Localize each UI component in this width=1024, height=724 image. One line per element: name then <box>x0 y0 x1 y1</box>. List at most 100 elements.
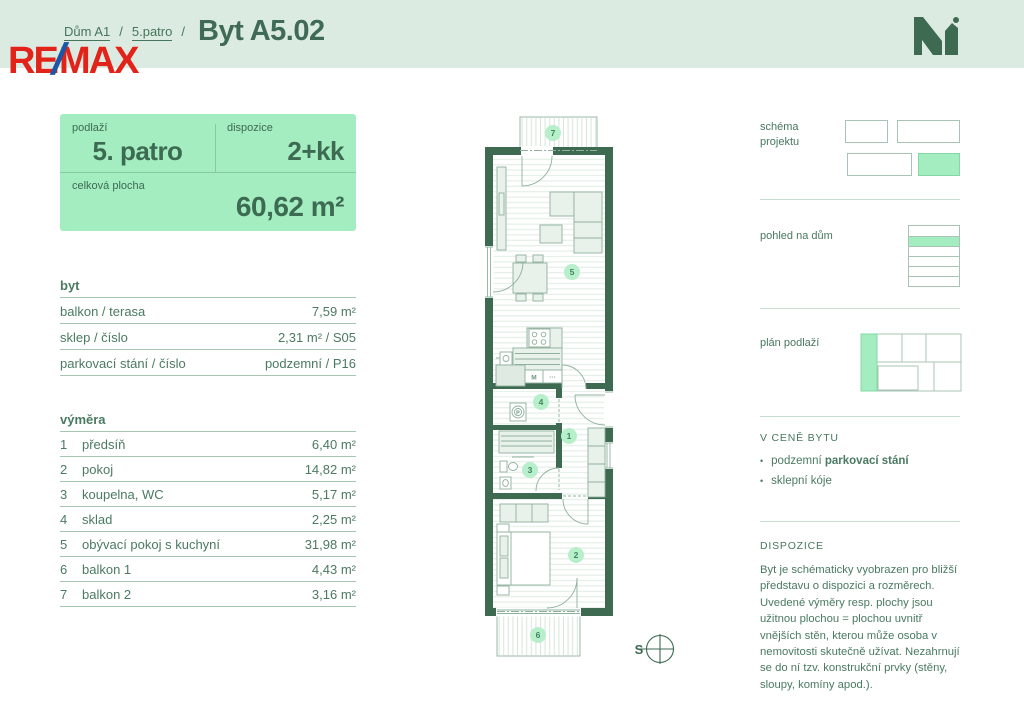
wall-openings <box>484 146 614 617</box>
floor-value: 5. patro <box>92 136 183 166</box>
washer-label: P <box>516 411 520 417</box>
row-number: 7 <box>60 587 68 602</box>
doors <box>492 150 606 612</box>
floor-plan: 7 5 4 1 3 2 6 P M ··· S <box>484 116 675 664</box>
included-item: • sklepní kóje <box>760 475 832 487</box>
remax-max: MAX <box>59 40 139 82</box>
row-label: předsíň <box>82 437 126 452</box>
logo-block <box>945 23 958 55</box>
dishwasher-label: M <box>531 375 536 382</box>
kitchen-cabinet <box>495 364 526 387</box>
coffee-table <box>539 224 563 244</box>
bathroom-sink <box>499 476 512 490</box>
schema-building-highlighted <box>918 153 960 176</box>
row-number: 5 <box>60 537 68 552</box>
row-label: parkovací stání / číslo <box>60 356 186 371</box>
remax-re: RE <box>8 40 59 82</box>
room-label-1: 1 <box>567 431 572 441</box>
row-number: 3 <box>60 487 68 502</box>
sidebar-divider <box>760 308 960 309</box>
key-plan-highlighted-unit <box>860 333 878 392</box>
row-value: 2,25 m² <box>311 512 356 527</box>
row-value: 31,98 m² <box>304 537 356 552</box>
breadcrumb-link-house[interactable]: Dům A1 <box>64 24 111 41</box>
elevation-floor <box>909 256 959 266</box>
stove <box>528 328 551 348</box>
table-row: 6 balkon 1 4,43 m² <box>60 557 356 582</box>
row-label: koupelna, WC <box>82 487 164 502</box>
balcony-door-opening <box>521 146 553 156</box>
chair <box>515 293 527 302</box>
included-title: V CENĚ BYTU <box>760 432 839 444</box>
entrance-door-swing <box>574 394 606 426</box>
logo-diagonal <box>914 17 942 55</box>
room-label-3: 3 <box>528 465 533 475</box>
chair <box>532 293 544 302</box>
table-row: 3 koupelna, WC 5,17 m² <box>60 482 356 507</box>
table-row: 4 sklad 2,25 m² <box>60 507 356 532</box>
bathroom-door-swing <box>535 467 560 492</box>
logo-bar <box>914 17 922 55</box>
hall-wardrobe <box>587 427 606 498</box>
compass: S <box>635 634 675 664</box>
disposition-note-title: DISPOZICE <box>760 540 824 552</box>
table-row: 5 obývací pokoj s kuchyní 31,98 m² <box>60 532 356 557</box>
schema-building-2 <box>897 120 960 143</box>
sofa <box>549 191 575 217</box>
building-elevation <box>908 225 960 287</box>
sidebar-divider <box>760 416 960 417</box>
bullet-icon: • <box>760 456 764 466</box>
card-horizontal-divider <box>60 172 356 173</box>
row-value: 5,17 m² <box>311 487 356 502</box>
table-row: sklep / číslo 2,31 m² / S05 <box>60 324 356 350</box>
window-left <box>484 246 494 298</box>
schema-building-3 <box>847 153 912 176</box>
hall-door-swing <box>561 364 587 390</box>
entrance-opening <box>604 391 614 428</box>
included-item: • podzemní parkovací stání <box>760 455 909 467</box>
breadcrumb-link-floor[interactable]: 5.patro <box>131 24 173 41</box>
included-item-text: podzemní parkovací stání <box>771 455 909 467</box>
row-label: balkon / terasa <box>60 304 146 319</box>
furniture <box>495 166 606 596</box>
nightstand <box>496 585 510 596</box>
elevation-floor <box>909 276 959 286</box>
kitchen-sink <box>499 351 513 366</box>
row-label: sklad <box>82 512 113 527</box>
tv-cabinet <box>496 166 507 251</box>
elevation-floor <box>909 246 959 256</box>
row-number: 4 <box>60 512 68 527</box>
row-value: 4,43 m² <box>311 562 356 577</box>
drawer-dots: ··· <box>549 374 556 381</box>
room-label-6: 6 <box>536 630 541 640</box>
card-vertical-divider <box>215 124 216 172</box>
area-table: výměra 1 předsíň 6,40 m² 2 pokoj 14,82 m… <box>60 406 356 607</box>
compass-north-label: S <box>635 642 644 657</box>
disposition-note-text: Byt je schématicky vyobrazen pro bližší … <box>760 564 960 691</box>
bullet-icon: • <box>760 476 764 486</box>
row-label: balkon 2 <box>82 587 132 602</box>
window-bottom <box>496 607 581 617</box>
table-row: 7 balkon 2 3,16 m² <box>60 582 356 607</box>
row-number: 2 <box>60 462 68 477</box>
floorplan-label: plán podlaží <box>760 337 820 349</box>
pillow <box>499 535 509 557</box>
total-area-label: celková plocha <box>72 180 145 192</box>
row-label: sklep / číslo <box>60 330 128 345</box>
elevation-floor-highlighted <box>909 236 959 246</box>
elevation-floor <box>909 266 959 276</box>
pillow <box>499 557 509 579</box>
disposition-value: 2+kk <box>287 136 344 166</box>
table-row: 1 předsíň 6,40 m² <box>60 432 356 457</box>
unit-table-title: byt <box>60 272 356 298</box>
floor-label: podlaží <box>72 122 108 134</box>
table-row: parkovací stání / číslo podzemní / P16 <box>60 350 356 376</box>
room-label-4: 4 <box>539 397 544 407</box>
row-value: 6,40 m² <box>311 437 356 452</box>
row-number: 1 <box>60 437 68 452</box>
sidebar-divider <box>760 199 960 200</box>
row-value: 14,82 m² <box>304 462 356 477</box>
bathtub <box>498 430 555 454</box>
room-labels: 7 5 4 1 3 2 6 P M ··· <box>516 125 584 643</box>
french-window-swing <box>492 261 524 293</box>
